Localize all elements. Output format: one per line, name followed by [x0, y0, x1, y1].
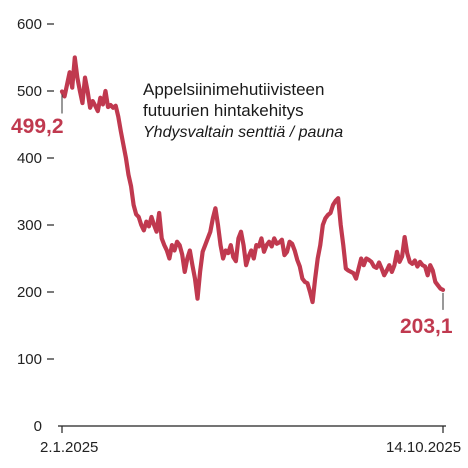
y-tick-label: 100	[17, 351, 42, 368]
y-tick-label: 300	[17, 217, 42, 234]
chart-title-line2: futuurien hintakehitys	[143, 101, 304, 120]
x-tick-label-end: 14.10.2025	[386, 439, 461, 456]
y-tick-label: 200	[17, 284, 42, 301]
y-axis: 0 100 200 300 400 500 600	[17, 16, 54, 435]
x-tick-label-start: 2.1.2025	[40, 439, 98, 456]
chart-title: Appelsiinimehutiivisteen	[143, 80, 324, 99]
chart-subtitle: Yhdysvaltain senttiä / pauna	[143, 124, 343, 141]
y-tick-label: 500	[17, 83, 42, 100]
series-line	[59, 55, 446, 305]
y-tick-label: 400	[17, 150, 42, 167]
end-value-label: 203,1	[400, 315, 453, 338]
y-tick-label: 600	[17, 16, 42, 33]
start-value-label: 499,2	[11, 115, 64, 138]
y-tick-label: 0	[34, 418, 42, 435]
x-axis: 2.1.2025 14.10.2025	[40, 425, 461, 456]
